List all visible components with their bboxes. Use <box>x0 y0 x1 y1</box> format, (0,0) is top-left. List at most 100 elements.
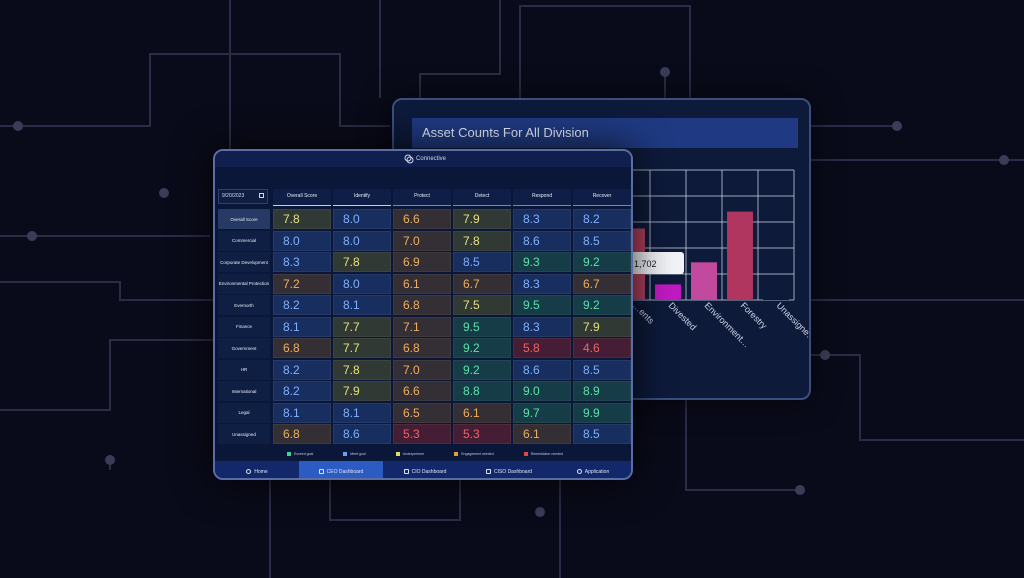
bar-2[interactable] <box>691 262 717 300</box>
nav-ciso-dashboard[interactable]: CISO Dashboard <box>467 461 551 478</box>
score-cell[interactable]: 7.9 <box>453 209 511 229</box>
nav-ceo-dashboard[interactable]: CEO Dashboard <box>299 461 383 478</box>
score-cell[interactable]: 7.0 <box>393 230 451 251</box>
score-cell[interactable]: 8.6 <box>513 359 571 380</box>
score-cell[interactable]: 9.5 <box>453 316 511 337</box>
score-cell[interactable]: 8.1 <box>333 295 391 315</box>
score-cell[interactable]: 6.6 <box>393 209 451 229</box>
score-cell[interactable]: 8.2 <box>573 209 631 229</box>
score-cell[interactable]: 4.6 <box>573 338 631 358</box>
score-cell[interactable]: 7.9 <box>573 316 631 337</box>
score-cell[interactable]: 7.5 <box>453 295 511 315</box>
row-label[interactable]: Environmental Protection <box>218 273 270 294</box>
legend-swatch <box>395 452 400 457</box>
score-cell[interactable]: 8.3 <box>273 252 331 272</box>
col-header-detect[interactable]: Detect <box>453 189 511 206</box>
score-cell[interactable]: 7.8 <box>333 359 391 380</box>
score-value: 6.8 <box>403 298 420 312</box>
score-cell[interactable]: 9.2 <box>573 295 631 315</box>
score-cell[interactable]: 8.1 <box>273 402 331 423</box>
score-cell[interactable]: 5.3 <box>393 424 451 444</box>
score-cell[interactable]: 9.7 <box>513 402 571 423</box>
nav-cio-dashboard[interactable]: CIO Dashboard <box>383 461 467 478</box>
score-cell[interactable]: 6.8 <box>393 338 451 358</box>
score-value: 8.5 <box>583 233 600 248</box>
score-cell[interactable]: 9.9 <box>573 402 631 423</box>
score-cell[interactable]: 8.5 <box>573 359 631 380</box>
score-cell[interactable]: 7.1 <box>393 316 451 337</box>
score-cell[interactable]: 8.0 <box>333 209 391 229</box>
row-label[interactable]: Corporate Development <box>218 252 270 272</box>
score-cell[interactable]: 8.2 <box>273 359 331 380</box>
score-cell[interactable]: 7.7 <box>333 338 391 358</box>
row-label[interactable]: International <box>218 381 270 401</box>
score-cell[interactable]: 9.5 <box>513 295 571 315</box>
score-cell[interactable]: 9.2 <box>453 359 511 380</box>
score-cell[interactable]: 8.2 <box>273 381 331 401</box>
app-topbar: Connective <box>215 151 631 167</box>
score-cell[interactable]: 6.7 <box>453 273 511 294</box>
score-cell[interactable]: 5.8 <box>513 338 571 358</box>
col-header-identify[interactable]: Identify <box>333 189 391 206</box>
row-label[interactable]: HR <box>218 359 270 380</box>
score-cell[interactable]: 8.8 <box>453 381 511 401</box>
score-cell[interactable]: 7.9 <box>333 381 391 401</box>
score-cell[interactable]: 8.5 <box>573 424 631 444</box>
score-cell[interactable]: 8.5 <box>453 252 511 272</box>
score-cell[interactable]: 7.8 <box>333 252 391 272</box>
score-cell[interactable]: 7.0 <box>393 359 451 380</box>
score-cell[interactable]: 6.8 <box>393 295 451 315</box>
score-cell[interactable]: 8.9 <box>573 381 631 401</box>
row-label[interactable]: Overall Score <box>218 209 270 229</box>
score-cell[interactable]: 8.1 <box>333 402 391 423</box>
score-cell[interactable]: 7.8 <box>273 209 331 229</box>
score-cell[interactable]: 6.8 <box>273 338 331 358</box>
bar-3[interactable] <box>727 211 753 300</box>
score-cell[interactable]: 6.1 <box>393 273 451 294</box>
row-label[interactable]: Legal <box>218 402 270 423</box>
score-value: 8.6 <box>343 427 360 441</box>
score-cell[interactable]: 5.3 <box>453 424 511 444</box>
score-cell[interactable]: 8.2 <box>273 295 331 315</box>
nav-application[interactable]: Application <box>551 461 631 478</box>
score-cell[interactable]: 8.3 <box>513 273 571 294</box>
score-cell[interactable]: 7.7 <box>333 316 391 337</box>
score-cell[interactable]: 6.5 <box>393 402 451 423</box>
col-header-overall-score[interactable]: Overall Score <box>273 189 331 206</box>
score-cell[interactable]: 6.9 <box>393 252 451 272</box>
row-label[interactable]: Unassigned <box>218 424 270 444</box>
score-cell[interactable]: 7.8 <box>453 230 511 251</box>
nav-home[interactable]: Home <box>215 461 299 478</box>
row-label[interactable]: Government <box>218 338 270 358</box>
score-cell[interactable]: 9.2 <box>573 252 631 272</box>
score-cell[interactable]: 8.5 <box>573 230 631 251</box>
score-cell[interactable]: 6.7 <box>573 273 631 294</box>
score-cell[interactable]: 6.6 <box>393 381 451 401</box>
row-label[interactable]: Finance <box>218 316 270 337</box>
score-cell[interactable]: 7.2 <box>273 273 331 294</box>
score-cell[interactable]: 9.0 <box>513 381 571 401</box>
score-cell[interactable]: 8.0 <box>333 273 391 294</box>
col-header-recover[interactable]: Recover <box>573 189 631 206</box>
row-label[interactable]: Evernorth <box>218 295 270 315</box>
score-cell[interactable]: 9.2 <box>453 338 511 358</box>
bar-4[interactable] <box>763 298 789 300</box>
score-cell[interactable]: 8.0 <box>273 230 331 251</box>
bar-1[interactable] <box>655 284 681 300</box>
score-cell[interactable]: 8.6 <box>513 230 571 251</box>
score-cell[interactable]: 8.3 <box>513 316 571 337</box>
row-label[interactable]: Commercial <box>218 230 270 251</box>
score-cell[interactable]: 9.3 <box>513 252 571 272</box>
score-cell[interactable]: 8.0 <box>333 230 391 251</box>
score-cell[interactable]: 8.3 <box>513 209 571 229</box>
score-cell[interactable]: 6.8 <box>273 424 331 444</box>
score-cell[interactable]: 6.1 <box>513 424 571 444</box>
score-cell[interactable]: 6.1 <box>453 402 511 423</box>
col-header-respond[interactable]: Respond <box>513 189 571 206</box>
score-value: 8.2 <box>283 362 300 377</box>
col-header-protect[interactable]: Protect <box>393 189 451 206</box>
connective-logo[interactable]: Connective <box>404 151 446 167</box>
score-cell[interactable]: 8.1 <box>273 316 331 337</box>
date-picker[interactable]: 9/20/2023 <box>218 189 268 204</box>
score-cell[interactable]: 8.6 <box>333 424 391 444</box>
